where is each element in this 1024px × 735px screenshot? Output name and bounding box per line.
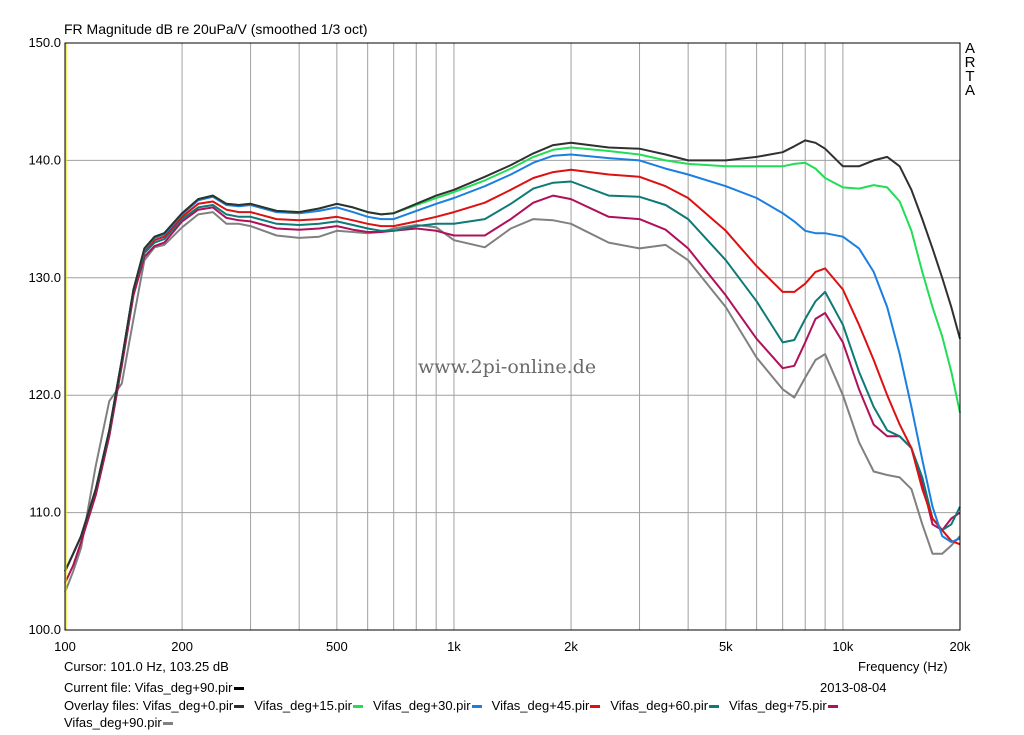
plot-area (65, 43, 960, 630)
arta-side-label: A R T A (964, 40, 976, 99)
arta-letter: A (964, 82, 975, 99)
series-line (64, 168, 961, 572)
arta-letter: A (964, 40, 975, 57)
arta-letter: T (965, 68, 975, 85)
overlay-legend-label: Vifas_deg+75.pir (729, 698, 827, 713)
x-axis-label: Frequency (Hz) (858, 659, 948, 674)
y-tick-label: 140.0 (28, 152, 61, 167)
x-tick-label: 5k (719, 639, 733, 654)
overlay-legend-swatch (827, 705, 838, 709)
current-file: Current file: Vifas_deg+90.pir (64, 680, 244, 695)
y-tick-label: 120.0 (28, 387, 61, 402)
series-line (64, 180, 961, 572)
overlay-legend-item: Vifas_deg+15.pir (254, 697, 363, 714)
overlay-legend-label: Vifas_deg+60.pir (610, 698, 709, 713)
overlay-legend-swatch (709, 705, 720, 709)
overlay-prefix: Overlay files: (64, 698, 140, 713)
overlay-files-legend: Overlay files: Vifas_deg+0.pir Vifas_deg+… (64, 697, 964, 731)
y-tick-label: 110.0 (29, 505, 61, 520)
overlay-legend-label: Vifas_deg+15.pir (254, 698, 352, 713)
file-date: 2013-08-04 (820, 680, 887, 695)
current-file-text: Current file: Vifas_deg+90.pir (64, 680, 233, 695)
x-tick-label: 500 (326, 639, 348, 654)
x-tick-label: 10k (832, 639, 853, 654)
overlay-legend-swatch (352, 705, 363, 709)
overlay-legend-label: Vifas_deg+90.pir (64, 715, 162, 730)
overlay-legend-swatch (471, 705, 482, 709)
overlay-legend-swatch (590, 705, 601, 709)
y-tick-label: 130.0 (28, 270, 61, 285)
overlay-legend-label: Vifas_deg+30.pir (372, 698, 471, 713)
chart-title: FR Magnitude dB re 20uPa/V (smoothed 1/3… (64, 21, 368, 37)
series-line (64, 153, 961, 572)
series-line (64, 139, 961, 572)
y-tick-label: 150.0 (28, 35, 61, 50)
arta-letter: R (964, 54, 976, 71)
overlay-legend-item: Vifas_deg+60.pir (610, 697, 720, 714)
x-tick-label: 100 (54, 639, 76, 654)
x-tick-label: 200 (171, 639, 193, 654)
series-line (64, 194, 961, 584)
x-tick-label: 2k (564, 639, 578, 654)
y-tick-label: 100.0 (28, 622, 61, 637)
overlay-legend-label: Vifas_deg+45.pir (491, 698, 590, 713)
overlay-legend-label: Vifas_deg+0.pir (142, 698, 234, 713)
overlay-legend-item: Vifas_deg+75.pir (729, 697, 838, 714)
overlay-legend-swatch (162, 722, 173, 726)
overlay-legend-swatch (234, 705, 245, 709)
watermark: www.2pi-online.de (418, 356, 597, 378)
overlay-legend-item: Vifas_deg+90.pir (64, 714, 173, 731)
cursor-readout: Cursor: 101.0 Hz, 103.25 dB (64, 659, 229, 674)
x-tick-label: 20k (950, 639, 971, 654)
series-line (64, 211, 961, 593)
overlay-legend-item: Vifas_deg+0.pir (142, 697, 245, 714)
x-tick-label: 1k (447, 639, 461, 654)
plot-frame (64, 42, 961, 631)
overlay-legend-item: Vifas_deg+30.pir (373, 697, 482, 714)
current-file-swatch (233, 687, 244, 691)
overlay-legend-item: Vifas_deg+45.pir (492, 697, 601, 714)
